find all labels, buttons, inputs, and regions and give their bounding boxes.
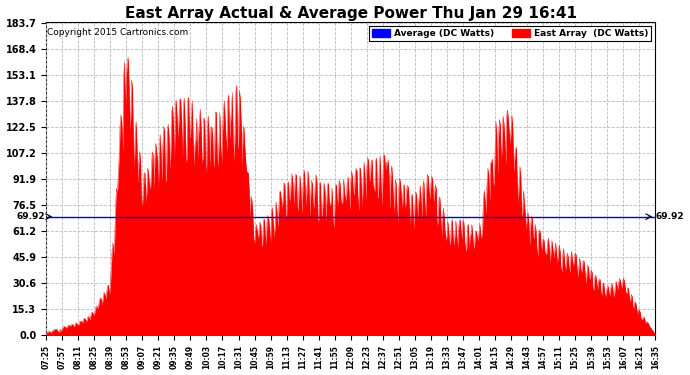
Legend: Average (DC Watts), East Array  (DC Watts): Average (DC Watts), East Array (DC Watts…: [369, 26, 651, 40]
Title: East Array Actual & Average Power Thu Jan 29 16:41: East Array Actual & Average Power Thu Ja…: [125, 6, 577, 21]
Text: 69.92: 69.92: [656, 212, 684, 221]
Text: Copyright 2015 Cartronics.com: Copyright 2015 Cartronics.com: [48, 28, 188, 37]
Text: 69.92: 69.92: [17, 212, 46, 221]
